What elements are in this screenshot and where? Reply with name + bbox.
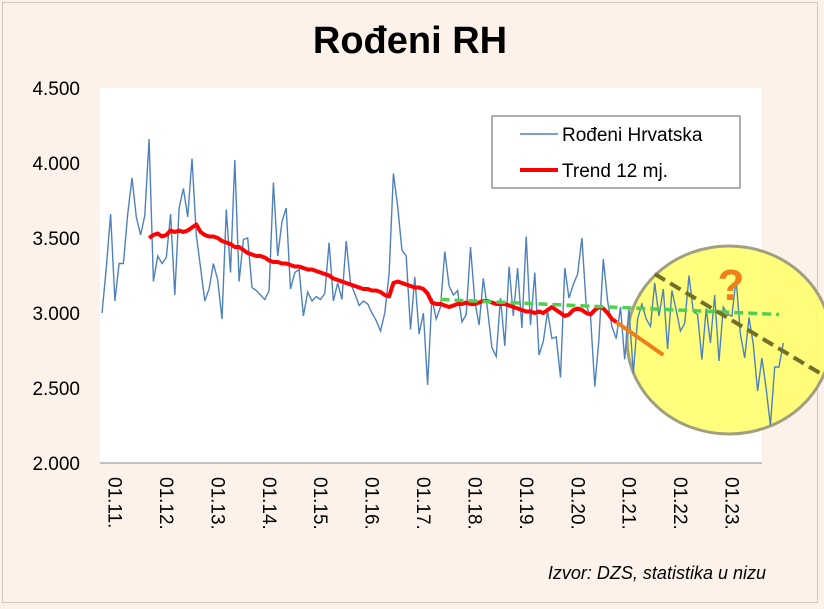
x-tick-label: 01.15.: [309, 477, 330, 530]
x-tick-label: 01.20.: [566, 477, 587, 530]
source-note: Izvor: DZS, statistika u nizu: [547, 563, 766, 583]
y-tick-label: 4.500: [32, 79, 80, 100]
series-trend-12-mj-highlight: [615, 320, 665, 357]
legend-box: [491, 115, 741, 189]
legend-label-trend: Trend 12 mj.: [562, 161, 668, 182]
x-tick-label: 01.14.: [258, 477, 279, 530]
x-tick-label: 01.13.: [206, 477, 227, 530]
x-tick-label: 01.16.: [361, 477, 382, 530]
series-trend-12-mj: [147, 222, 618, 324]
y-tick-label: 4.000: [32, 154, 80, 175]
y-tick-label: 2.000: [32, 454, 80, 475]
x-tick-label: 01.21.: [618, 477, 639, 530]
x-tick-label: 01.23.: [721, 477, 742, 530]
x-tick-label: 01.17.: [412, 477, 433, 530]
x-tick-label: 01.22.: [669, 477, 690, 530]
green-dashed-trend: [440, 297, 780, 317]
y-tick-label: 2.500: [32, 379, 80, 400]
x-tick-label: 01.12.: [155, 477, 176, 530]
y-tick-label: 3.000: [32, 304, 80, 325]
y-tick-label: 3.500: [32, 229, 80, 250]
x-tick-label: 01.11.: [104, 477, 125, 528]
legend-label-rodeni: Rođeni Hrvatska: [562, 125, 703, 146]
x-tick-label: 01.18.: [463, 477, 484, 530]
x-tick-label: 01.19.: [515, 477, 536, 530]
series-rodeni-hrvatska: [101, 138, 784, 426]
question-mark-annotation: ?: [718, 261, 745, 310]
chart-title: Rođeni RH: [312, 20, 508, 62]
